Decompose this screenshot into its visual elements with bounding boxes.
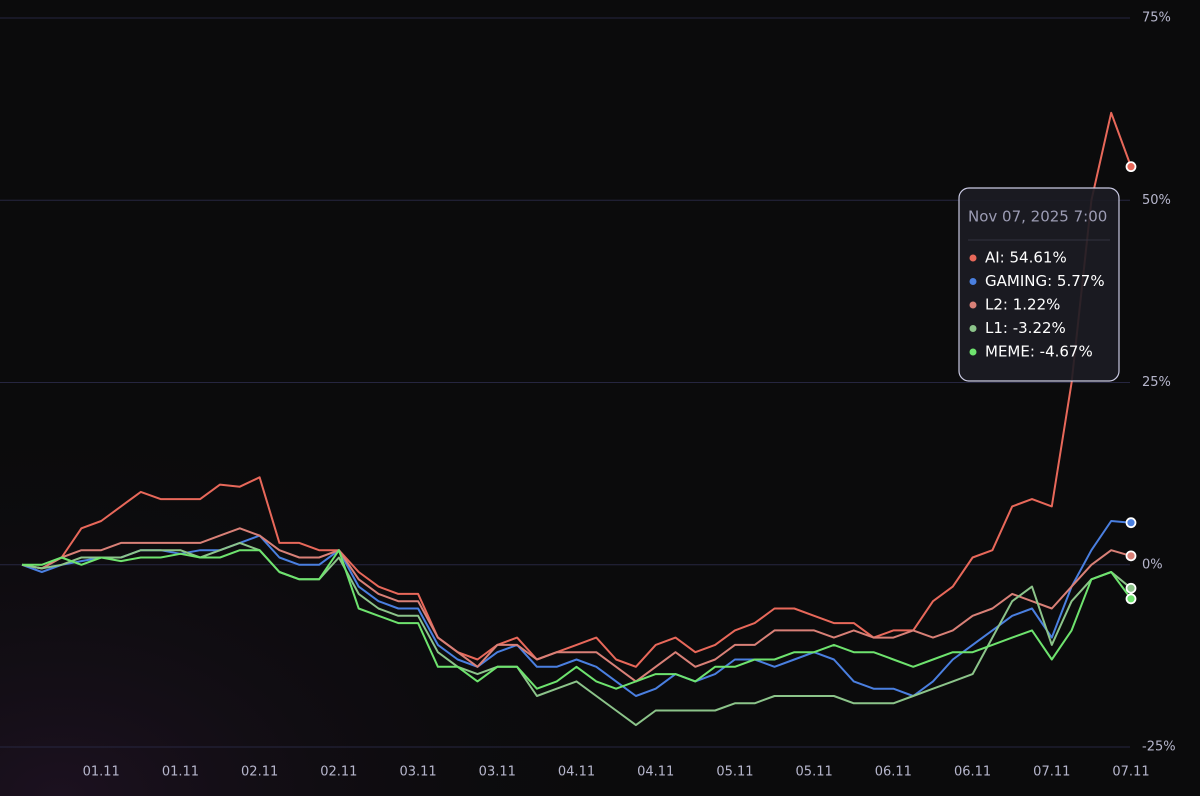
tooltip-box [958,187,1120,382]
series-line: MEME [22,549,1132,690]
x-tick-label: 02.11 [320,765,357,780]
lines: AIGAMINGL2L1MEME [21,111,1137,727]
tooltip-dot [969,254,977,262]
y-tick-label: 75% [1142,11,1171,26]
tooltip-dot [969,348,977,356]
tooltip-item: L1: -3.22% [985,319,1066,337]
x-tick-label: 06.11 [954,765,991,780]
end-point [1125,517,1137,529]
series-line: GAMING [21,520,1132,697]
x-tick-label: 04.11 [558,765,595,780]
end-point [1125,161,1137,173]
y-tick-label: 0% [1142,557,1163,572]
series-line: L2 [21,527,1132,683]
tooltip-item: GAMING: 5.77% [985,272,1105,290]
end-point [1125,593,1137,605]
x-tick-label: 04.11 [637,765,674,780]
tooltip-title: Nov 07, 2025 7:00 [968,208,1107,226]
y-tick-label: -25% [1142,740,1176,755]
tooltip-dot [969,325,977,332]
series-line: AI [21,111,1132,668]
series-line: L1 [21,541,1132,727]
tooltip-item: MEME: -4.67% [985,343,1093,361]
x-tick-label: 02.11 [241,765,278,780]
x-tick-label: 01.11 [162,765,199,780]
end-point [1125,582,1137,594]
tooltip-item: AI: 54.61% [985,249,1067,267]
y-tick-label: 25% [1142,375,1171,390]
x-tick-label: 07.11 [1033,765,1070,780]
x-tick-label: 03.11 [479,765,516,780]
y-tick-label: 50% [1142,193,1171,208]
x-tick-label: 06.11 [875,765,912,780]
tooltip-item: L2: 1.22% [985,296,1060,314]
x-tick-label: 01.11 [83,765,120,780]
grid: 75% 50% 25% 0% -25% [0,11,1176,755]
x-tick-label: 05.11 [796,765,833,780]
x-tick-label: 07.11 [1112,765,1149,780]
x-tick-label: 05.11 [716,765,753,780]
tooltip-dot [969,278,977,285]
tooltip-dot [969,301,977,309]
x-tick-label: 03.11 [399,765,436,780]
x-axis: 01.11 01.11 02.11 02.11 03.11 03.11 04.11 04.11… [83,765,1150,780]
tooltip: Nov 07, 2025 7:00 AI: 54.61% GAMING: 5.77… [958,187,1120,382]
end-point [1125,550,1137,562]
